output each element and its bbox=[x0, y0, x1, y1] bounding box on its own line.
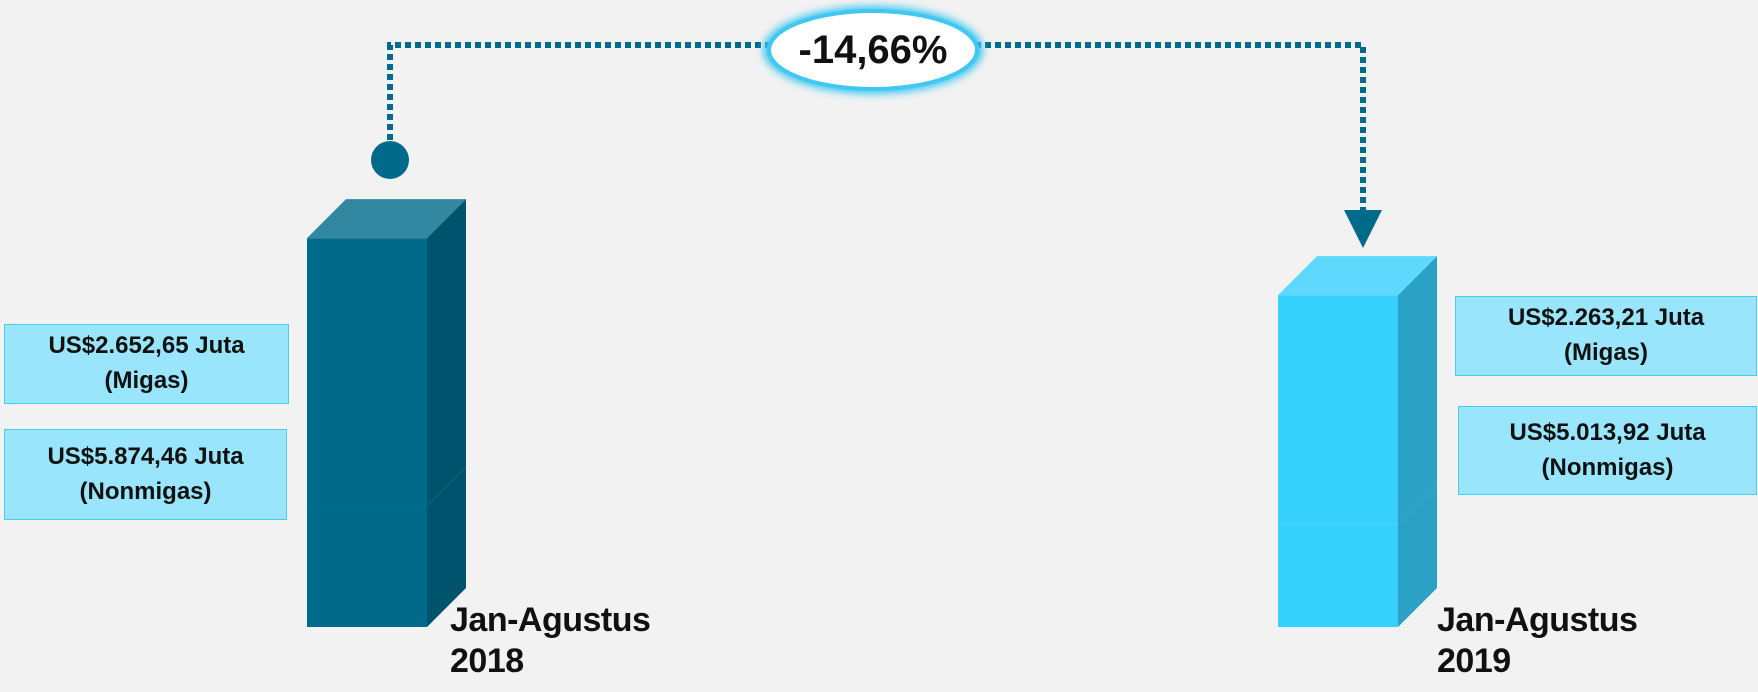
series-name: (Migas) bbox=[104, 367, 189, 394]
arrow-head bbox=[1344, 210, 1382, 248]
value-box: US$2.652,65 Juta (Migas) bbox=[4, 324, 289, 404]
bar-segment bbox=[1278, 295, 1398, 524]
value-box: US$5.013,92 Juta (Nonmigas) bbox=[1458, 406, 1757, 495]
bar-segment bbox=[1278, 523, 1398, 627]
start-dot bbox=[371, 141, 409, 179]
value-label: US$5.874,46 Juta bbox=[47, 442, 244, 470]
bar-segment bbox=[307, 238, 427, 507]
value-label: US$2.652,65 Juta bbox=[48, 332, 245, 360]
value-box: US$5.874,46 Juta (Nonmigas) bbox=[4, 429, 287, 520]
value-label: US$5.013,92 Juta bbox=[1509, 418, 1706, 446]
value-label: US$2.263,21 Juta bbox=[1507, 304, 1705, 332]
value-box: US$2.263,21 Juta (Migas) bbox=[1455, 296, 1757, 376]
bar-side bbox=[427, 199, 466, 507]
category-label: Jan-Agustus 2018 bbox=[450, 601, 651, 680]
bars bbox=[307, 199, 1437, 627]
series-name: (Nonmigas) bbox=[1541, 453, 1674, 481]
series-name: (Nonmigas) bbox=[79, 477, 212, 505]
bar-segment bbox=[307, 506, 427, 627]
bar-top bbox=[1278, 256, 1437, 296]
bar-top bbox=[307, 199, 466, 239]
bar-side bbox=[1398, 484, 1437, 627]
change-label: -14,66% bbox=[798, 27, 948, 72]
category-label: Jan-Agustus 2019 bbox=[1437, 601, 1638, 680]
bar-side bbox=[427, 467, 466, 627]
bar-side bbox=[1398, 256, 1437, 524]
badge bbox=[767, 9, 979, 91]
series-name: (Migas) bbox=[1564, 339, 1648, 366]
